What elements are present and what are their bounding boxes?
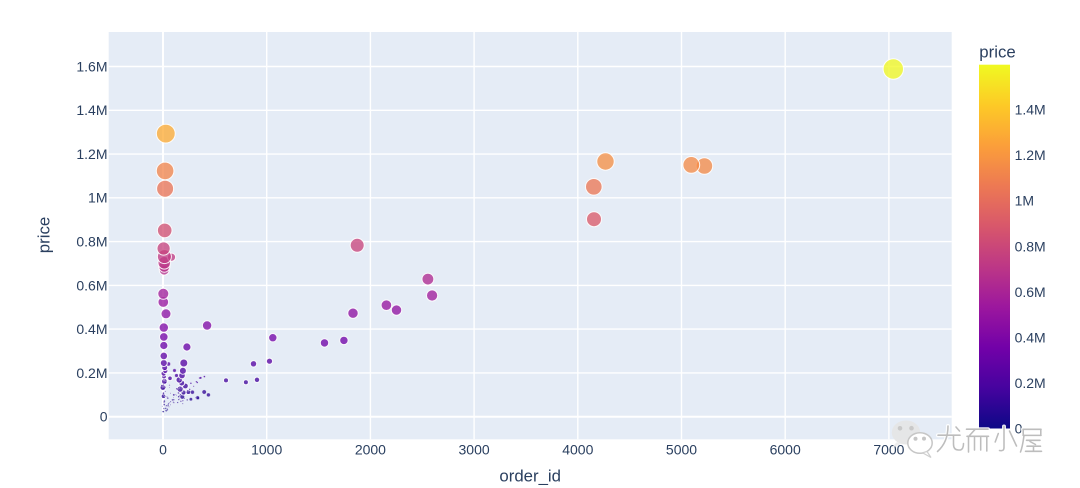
svg-text:1M: 1M	[88, 190, 107, 206]
svg-text:0.8M: 0.8M	[1015, 238, 1046, 254]
svg-text:5000: 5000	[666, 441, 697, 457]
svg-text:price: price	[979, 43, 1015, 62]
svg-text:0.4M: 0.4M	[1015, 329, 1046, 345]
svg-text:0: 0	[159, 441, 167, 457]
svg-text:1.4M: 1.4M	[76, 102, 107, 118]
svg-text:6000: 6000	[770, 441, 801, 457]
svg-text:1.2M: 1.2M	[1015, 147, 1046, 163]
svg-text:3000: 3000	[459, 441, 490, 457]
svg-text:order_id: order_id	[499, 467, 561, 486]
svg-text:1000: 1000	[251, 441, 282, 457]
svg-text:2000: 2000	[355, 441, 386, 457]
svg-text:1.6M: 1.6M	[76, 58, 107, 74]
svg-text:0.4M: 0.4M	[76, 321, 107, 337]
svg-text:0.6M: 0.6M	[1015, 284, 1046, 300]
svg-text:1.2M: 1.2M	[76, 146, 107, 162]
svg-text:0.6M: 0.6M	[76, 277, 107, 293]
svg-text:0.2M: 0.2M	[1015, 375, 1046, 391]
svg-text:price: price	[34, 217, 53, 253]
svg-text:0.2M: 0.2M	[76, 365, 107, 381]
svg-text:4000: 4000	[562, 441, 593, 457]
svg-text:0: 0	[100, 409, 108, 425]
svg-text:1.4M: 1.4M	[1015, 102, 1046, 118]
svg-text:1M: 1M	[1015, 193, 1034, 209]
svg-text:0.8M: 0.8M	[76, 234, 107, 250]
svg-text:0: 0	[1015, 420, 1023, 436]
